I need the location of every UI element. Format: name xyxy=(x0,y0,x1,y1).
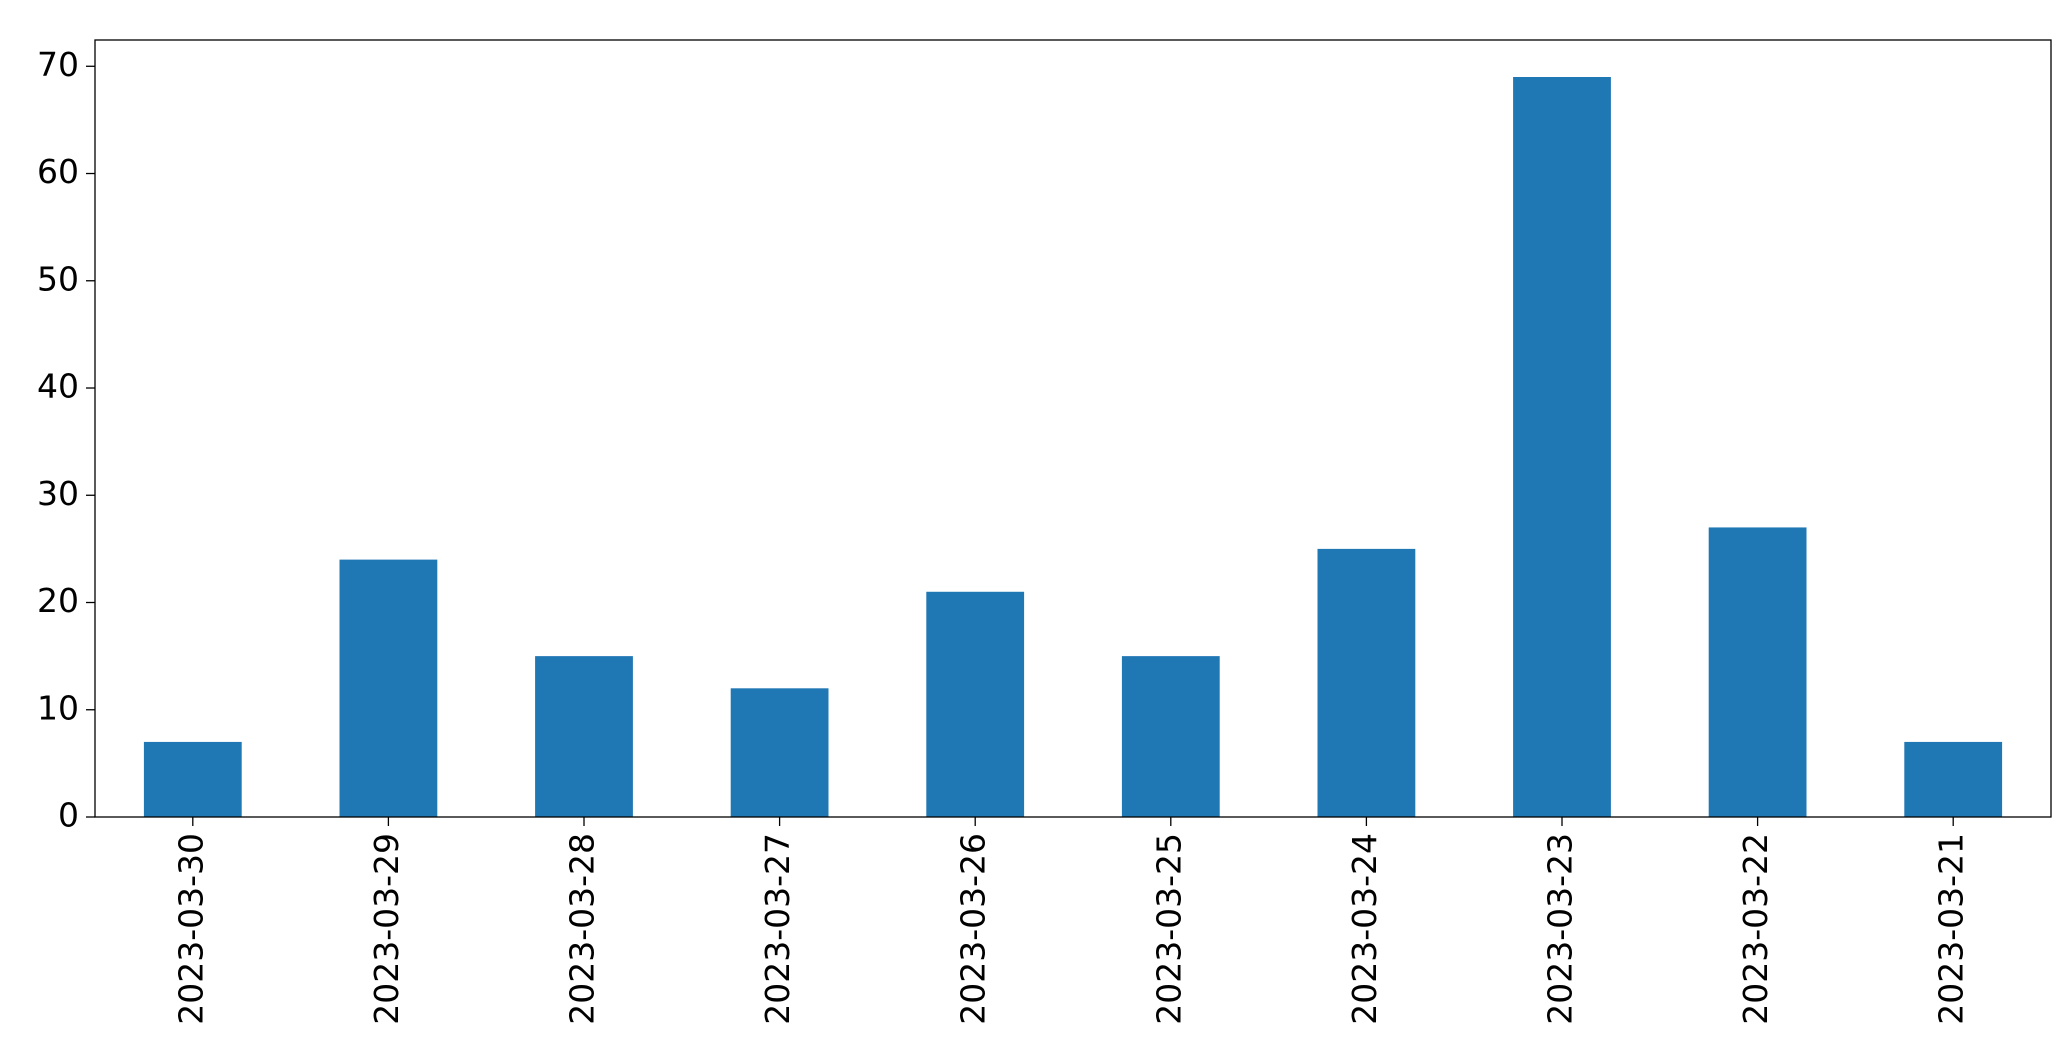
bar xyxy=(1513,77,1611,817)
bar xyxy=(926,591,1025,817)
x-tick-label: 2023-03-22 xyxy=(1736,833,1775,1025)
x-tick-label: 2023-03-30 xyxy=(171,833,210,1025)
bar xyxy=(339,559,438,817)
x-tick-label: 2023-03-29 xyxy=(367,833,406,1025)
x-tick-label: 2023-03-27 xyxy=(758,833,797,1025)
bar xyxy=(1904,741,2003,817)
bar xyxy=(1708,527,1807,817)
plot-frame xyxy=(94,39,2052,818)
y-tick-label: 50 xyxy=(37,259,79,298)
x-tick-label: 2023-03-24 xyxy=(1345,833,1384,1025)
x-tick-label: 2023-03-25 xyxy=(1149,833,1188,1025)
y-tick-label: 20 xyxy=(37,581,79,620)
y-tick-label: 30 xyxy=(37,474,79,513)
y-tick-label: 70 xyxy=(37,45,79,84)
bar xyxy=(1317,548,1416,817)
y-tick-label: 40 xyxy=(37,367,79,406)
x-tick-label: 2023-03-28 xyxy=(563,833,602,1025)
y-tick-label: 0 xyxy=(58,796,79,835)
bar xyxy=(535,656,633,817)
x-tick-label: 2023-03-23 xyxy=(1541,833,1580,1025)
bar xyxy=(1121,656,1220,817)
bar xyxy=(143,741,242,817)
y-tick-label: 10 xyxy=(37,688,79,727)
bar xyxy=(730,688,829,817)
x-tick-label: 2023-03-26 xyxy=(954,833,993,1025)
x-tick-label: 2023-03-21 xyxy=(1932,833,1971,1025)
y-tick-label: 60 xyxy=(37,152,79,191)
